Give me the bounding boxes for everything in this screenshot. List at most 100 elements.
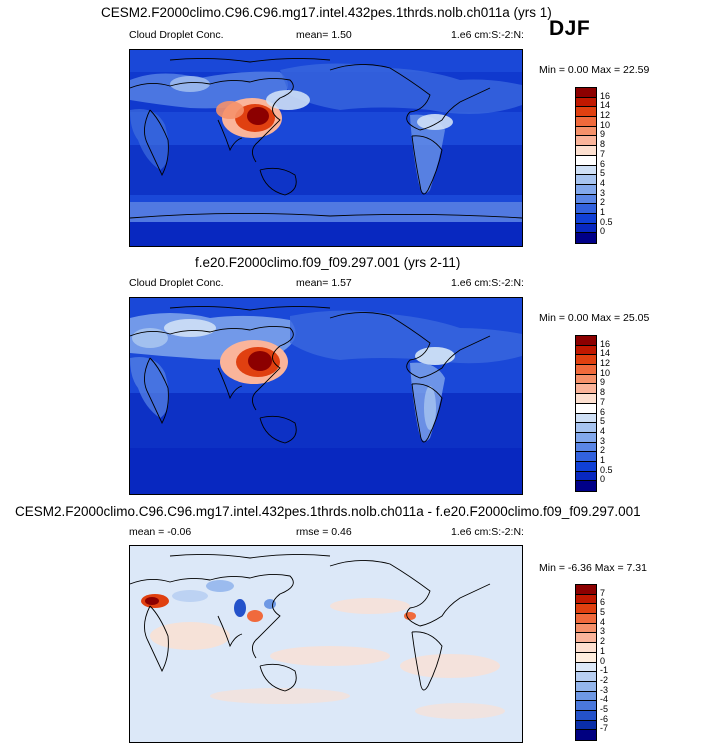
- colorbar-swatch: [576, 146, 596, 156]
- colorbar-tick-label: 3: [600, 435, 606, 446]
- panel3-units-label: 1.e6 cm:S:-2:N:: [451, 526, 524, 538]
- panel2-minmax: Min = 0.00 Max = 25.05: [539, 312, 650, 324]
- colorbar-swatch: [576, 155, 596, 166]
- colorbar-tick-label: 0.5: [600, 216, 613, 227]
- panel1-mean-label: mean= 1.50: [296, 29, 352, 41]
- colorbar-tick-label: 3: [600, 187, 606, 198]
- colorbar-tick-label: 3: [600, 626, 606, 637]
- colorbar-tick-label: 14: [600, 348, 611, 359]
- colorbar-swatch: [576, 423, 596, 433]
- panel3-rmse-label: rmse = 0.46: [296, 526, 352, 538]
- colorbar-tick-label: 9: [600, 377, 606, 388]
- colorbar-swatch: [576, 336, 596, 346]
- panel2-map: [129, 297, 523, 495]
- colorbar-tick-label: -1: [600, 665, 609, 676]
- colorbar-tick-label: 6: [600, 158, 606, 169]
- colorbar-swatch: [576, 432, 596, 443]
- colorbar-tick-label: 9: [600, 129, 606, 140]
- panel1-variable-label: Cloud Droplet Conc.: [129, 29, 224, 41]
- colorbar-swatch: [576, 194, 596, 205]
- colorbar-tick-label: 6: [600, 406, 606, 417]
- colorbar-swatch: [576, 97, 596, 108]
- colorbar-swatch: [576, 471, 596, 482]
- colorbar-tick-label: 7: [600, 396, 606, 407]
- colorbar-swatch: [576, 442, 596, 453]
- colorbar-swatch: [576, 365, 596, 375]
- colorbar-swatch: [576, 604, 596, 615]
- colorbar-tick-label: -2: [600, 674, 609, 685]
- colorbar-tick-label: 0: [600, 474, 606, 485]
- colorbar-swatch: [576, 710, 596, 721]
- colorbar-swatch: [576, 585, 596, 595]
- colorbar-swatch: [576, 384, 596, 395]
- colorbar-tick-label: 5: [600, 416, 606, 427]
- colorbar-tick-label: 16: [600, 90, 611, 101]
- colorbar-tick-label: -6: [600, 713, 609, 724]
- colorbar-tick-label: -5: [600, 703, 609, 714]
- colorbar-swatch: [576, 88, 596, 98]
- colorbar-tick-label: 12: [600, 110, 611, 121]
- colorbar-tick-label: 16: [600, 338, 611, 349]
- colorbar-tick-label: 0.5: [600, 464, 613, 475]
- colorbar-tick-label: 7: [600, 148, 606, 159]
- colorbar-swatch: [576, 107, 596, 118]
- panel3-minmax: Min = -6.36 Max = 7.31: [539, 562, 647, 574]
- colorbar-swatch: [576, 355, 596, 366]
- colorbar-swatch: [576, 175, 596, 185]
- panel2-colorbar: [575, 335, 597, 492]
- colorbar-swatch: [576, 233, 596, 243]
- colorbar-swatch: [576, 136, 596, 147]
- colorbar-swatch: [576, 594, 596, 605]
- colorbar-tick-label: 10: [600, 119, 611, 130]
- colorbar-swatch: [576, 681, 596, 692]
- colorbar-swatch: [576, 652, 596, 663]
- colorbar-tick-label: 0: [600, 655, 606, 666]
- colorbar-swatch: [576, 623, 596, 634]
- panel3-map: [129, 545, 523, 743]
- colorbar-tick-label: 7: [600, 587, 606, 598]
- panel1-minmax: Min = 0.00 Max = 22.59: [539, 64, 650, 76]
- colorbar-tick-label: -7: [600, 723, 609, 734]
- colorbar-swatch: [576, 672, 596, 682]
- colorbar-swatch: [576, 481, 596, 491]
- colorbar-swatch: [576, 720, 596, 731]
- panel3-title: CESM2.F2000climo.C96.C96.mg17.intel.432p…: [15, 504, 641, 519]
- colorbar-tick-label: 2: [600, 197, 606, 208]
- colorbar-swatch: [576, 730, 596, 740]
- colorbar-swatch: [576, 117, 596, 127]
- colorbar-swatch: [576, 204, 596, 214]
- colorbar-tick-label: 14: [600, 100, 611, 111]
- colorbar-tick-label: 8: [600, 139, 606, 150]
- colorbar-swatch: [576, 691, 596, 702]
- colorbar-swatch: [576, 165, 596, 176]
- colorbar-swatch: [576, 126, 596, 137]
- colorbar-swatch: [576, 662, 596, 673]
- colorbar-swatch: [576, 223, 596, 234]
- colorbar-tick-label: 5: [600, 168, 606, 179]
- colorbar-swatch: [576, 394, 596, 404]
- colorbar-swatch: [576, 184, 596, 195]
- colorbar-tick-label: 1: [600, 645, 606, 656]
- colorbar-swatch: [576, 345, 596, 356]
- colorbar-tick-label: 2: [600, 636, 606, 647]
- colorbar-swatch: [576, 461, 596, 472]
- panel3-mean-label: mean = -0.06: [129, 526, 192, 538]
- colorbar-tick-label: 4: [600, 425, 606, 436]
- colorbar-tick-label: 1: [600, 206, 606, 217]
- colorbar-tick-label: -4: [600, 694, 609, 705]
- panel1-title: CESM2.F2000climo.C96.C96.mg17.intel.432p…: [101, 5, 552, 20]
- colorbar-swatch: [576, 701, 596, 711]
- colorbar-tick-label: 6: [600, 597, 606, 608]
- colorbar-tick-label: 5: [600, 607, 606, 618]
- colorbar-tick-label: 1: [600, 454, 606, 465]
- panel2-title: f.e20.F2000climo.f09_f09.297.001 (yrs 2-…: [195, 255, 461, 270]
- colorbar-tick-label: 2: [600, 445, 606, 456]
- colorbar-swatch: [576, 452, 596, 462]
- colorbar-swatch: [576, 614, 596, 624]
- colorbar-tick-label: 4: [600, 177, 606, 188]
- panel1-colorbar: [575, 87, 597, 244]
- colorbar-tick-label: -3: [600, 684, 609, 695]
- panel1-map: [129, 49, 523, 247]
- colorbar-tick-label: 12: [600, 358, 611, 369]
- panel2-units-label: 1.e6 cm:S:-2:N:: [451, 277, 524, 289]
